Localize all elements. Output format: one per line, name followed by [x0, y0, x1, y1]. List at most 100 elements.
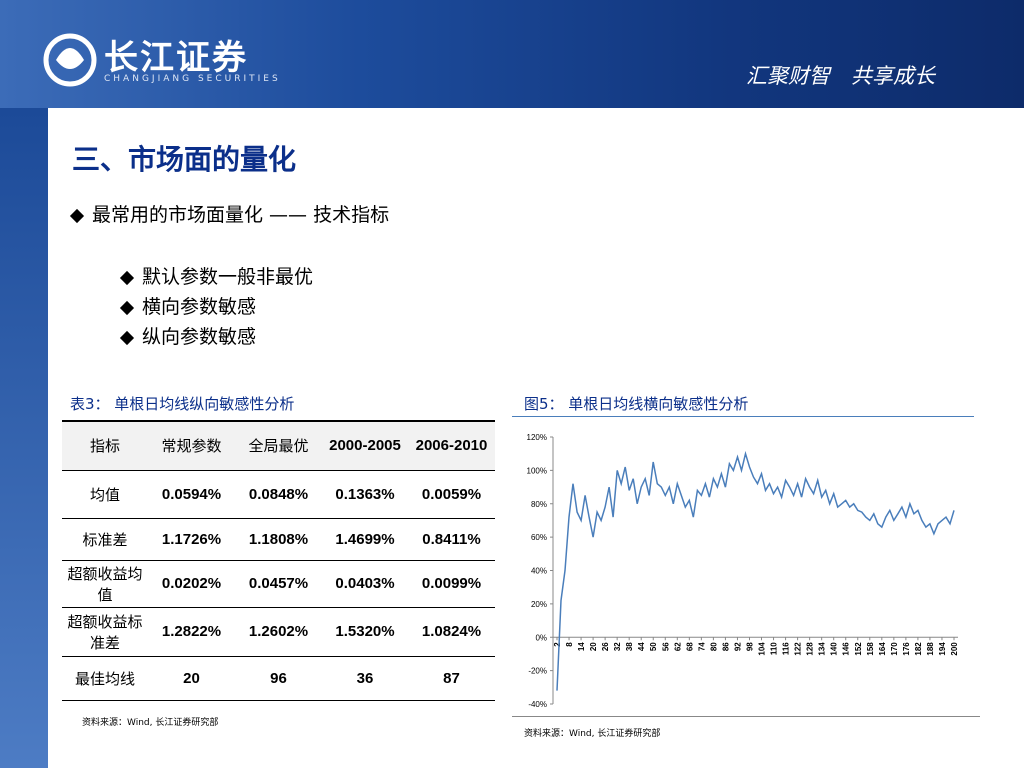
x-tick-label: 56	[661, 642, 670, 651]
x-tick-label: 98	[745, 642, 754, 651]
bullet-text: 最常用的市场面量化 —— 技术指标	[92, 204, 390, 226]
y-tick-label: -40%	[528, 700, 547, 709]
x-tick-label: 38	[625, 642, 634, 651]
table-row: 超额收益标准差 1.2822% 1.2602% 1.5320% 1.0824%	[62, 607, 495, 657]
x-tick-label: 182	[914, 642, 923, 656]
cell: 超额收益标准差	[62, 607, 148, 657]
x-tick-label: 152	[854, 642, 863, 656]
table-header-row: 指标 常规参数 全局最优 2000-2005 2006-2010	[62, 422, 495, 471]
side-strip	[0, 108, 48, 768]
x-tick-label: 8	[565, 642, 574, 647]
logo-text: 长江证券	[104, 38, 248, 78]
y-tick-label: 120%	[527, 433, 547, 442]
bullet: 最常用的市场面量化 —— 技术指标	[69, 200, 390, 227]
cell: 0.0059%	[408, 470, 495, 519]
y-tick-label: 20%	[531, 600, 547, 609]
figure-caption: 图5： 单根日均线横向敏感性分析	[524, 395, 749, 413]
table: 指标 常规参数 全局最优 2000-2005 2006-2010 均值 0.0594% 0.0…	[62, 422, 495, 701]
x-tick-label: 104	[758, 642, 767, 656]
slide-title: 三、市场面的量化	[72, 143, 297, 176]
figure-rule	[512, 416, 974, 417]
cell: 0.0099%	[408, 560, 495, 608]
table-row: 最佳均线 20 96 36 87	[62, 656, 495, 701]
x-tick-label: 194	[938, 642, 947, 656]
cell: 1.2602%	[235, 607, 322, 657]
sub-bullets: 默认参数一般非最优 横向参数敏感 纵向参数敏感	[119, 262, 314, 352]
cell: 0.1363%	[322, 470, 408, 519]
sub-bullet-text: 横向参数敏感	[142, 296, 257, 318]
slogan: 汇聚财智 共享成长	[746, 64, 935, 88]
sub-bullet-text: 纵向参数敏感	[142, 326, 257, 348]
table-row: 标准差 1.1726% 1.1808% 1.4699% 0.8411%	[62, 518, 495, 561]
header-cell: 2006-2010	[408, 422, 495, 471]
logo-subtext: CHANGJIANG SECURITIES	[104, 74, 281, 84]
cell: 1.0824%	[408, 607, 495, 657]
sub-bullet: 纵向参数敏感	[119, 322, 313, 352]
x-tick-label: 68	[685, 642, 694, 651]
x-tick-label: 176	[902, 642, 911, 656]
x-tick-label: 74	[697, 642, 706, 651]
header-band: 长江证券 CHANGJIANG SECURITIES 汇聚财智 共享成长	[0, 0, 1024, 108]
cell: 0.0848%	[235, 470, 322, 519]
y-tick-label: -20%	[528, 667, 547, 676]
y-tick-label: 40%	[531, 567, 547, 576]
header-cell: 常规参数	[148, 422, 235, 471]
x-tick-label: 134	[818, 642, 827, 656]
x-tick-label: 140	[830, 642, 839, 656]
cell: 1.2822%	[148, 607, 235, 657]
cell: 1.1726%	[148, 518, 235, 561]
y-tick-label: 0%	[535, 633, 547, 642]
cell: 标准差	[62, 518, 148, 561]
cell: 0.8411%	[408, 518, 495, 561]
cell: 0.0202%	[148, 560, 235, 608]
table-wrap: 指标 常规参数 全局最优 2000-2005 2006-2010 均值 0.0594% 0.0…	[62, 420, 495, 701]
table-source: 资料来源：Wind, 长江证券研究部	[82, 718, 219, 728]
cell: 超额收益均值	[62, 560, 148, 608]
x-tick-label: 110	[770, 642, 779, 655]
figure-bottom-rule	[512, 716, 980, 717]
cell: 0.0403%	[322, 560, 408, 608]
cell: 1.1808%	[235, 518, 322, 561]
x-tick-label: 200	[950, 642, 959, 656]
data-line	[556, 450, 955, 691]
cell: 均值	[62, 470, 148, 519]
figure-source: 资料来源：Wind, 长江证券研究部	[524, 729, 661, 739]
x-tick-label: 188	[926, 642, 935, 656]
sub-bullet-text: 默认参数一般非最优	[142, 266, 314, 288]
cell: 1.4699%	[322, 518, 408, 561]
x-tick-label: 86	[721, 642, 730, 651]
logo-icon	[43, 33, 97, 87]
cell: 96	[235, 656, 322, 701]
cell: 最佳均线	[62, 656, 148, 701]
bullet-icon	[119, 300, 135, 315]
cell: 0.0594%	[148, 470, 235, 519]
bullet-icon	[119, 270, 135, 285]
sub-bullet: 横向参数敏感	[119, 292, 313, 322]
x-tick-label: 32	[613, 642, 622, 651]
x-tick-label: 62	[673, 642, 682, 651]
header-cell: 全局最优	[235, 422, 322, 471]
x-tick-label: 170	[890, 642, 899, 656]
cell: 36	[322, 656, 408, 701]
table-row: 均值 0.0594% 0.0848% 0.1363% 0.0059%	[62, 470, 495, 519]
x-tick-label: 158	[866, 642, 875, 656]
x-tick-label: 80	[709, 642, 718, 651]
x-tick-label: 50	[649, 642, 658, 651]
cell: 20	[148, 656, 235, 701]
x-tick-label: 20	[589, 642, 598, 651]
cell: 0.0457%	[235, 560, 322, 608]
sub-bullet: 默认参数一般非最优	[119, 262, 314, 292]
x-tick-label: 146	[842, 642, 851, 656]
bullet-icon	[119, 330, 135, 345]
x-tick-label: 164	[878, 642, 887, 656]
y-tick-label: 100%	[527, 466, 547, 475]
header-cell: 2000-2005	[322, 422, 408, 471]
table-row: 超额收益均值 0.0202% 0.0457% 0.0403% 0.0099%	[62, 560, 495, 608]
x-tick-label: 44	[637, 642, 646, 651]
x-tick-label: 2	[553, 642, 562, 647]
x-tick-label: 14	[577, 642, 586, 651]
y-tick-label: 80%	[531, 500, 547, 509]
x-tick-label: 128	[806, 642, 815, 656]
x-tick-label: 92	[733, 642, 742, 651]
